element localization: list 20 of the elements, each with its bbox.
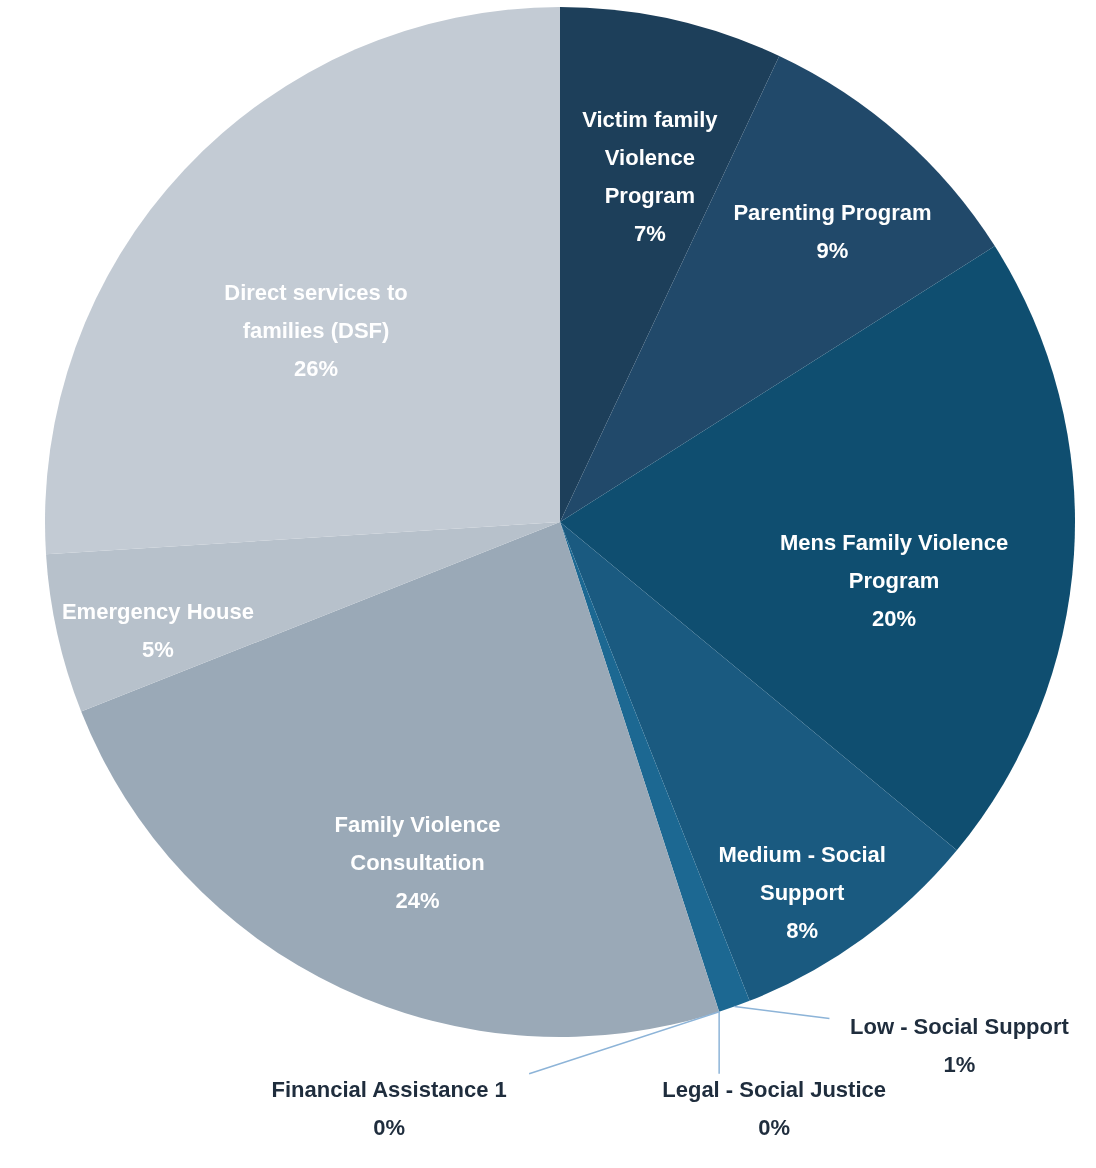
text: 0% — [758, 1114, 791, 1140]
slice-label: Mens Family Violence Program — [779, 530, 1009, 594]
slice-label: Victim family Violence Program — [582, 106, 719, 208]
data-label: 26% — [293, 355, 338, 381]
slice-label: Direct services to families (DSF) — [224, 279, 408, 343]
slice-label: Parenting Program — [733, 199, 932, 225]
data-label: 7% — [633, 220, 666, 246]
slice-label: Medium - Social Support — [718, 842, 886, 906]
category-label: Financial Assistance 1 — [271, 1076, 507, 1102]
data-label: 9% — [816, 237, 849, 263]
data-label: 20% — [872, 606, 917, 632]
data-label: 1% — [943, 1051, 976, 1077]
data-label: 8% — [786, 918, 819, 944]
category-label: Legal - Social Justice — [662, 1076, 887, 1102]
text: 0% — [373, 1114, 406, 1140]
slice-label: Emergency House — [61, 598, 254, 624]
slice-label: Family Violence Consultation — [334, 811, 501, 875]
data-label: 5% — [142, 636, 174, 662]
data-label: 24% — [395, 887, 440, 913]
slice-label: Low - Social Support — [850, 1013, 1070, 1039]
